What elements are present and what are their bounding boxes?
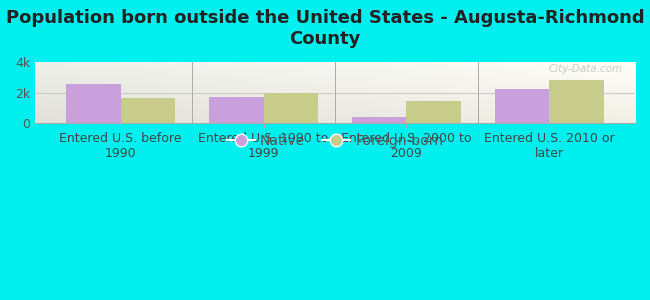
Bar bbox=[209, 97, 263, 123]
Bar bbox=[352, 117, 406, 123]
Bar bbox=[121, 98, 175, 123]
Legend: Native, Foreign-born: Native, Foreign-born bbox=[221, 128, 448, 153]
Text: Population born outside the United States - Augusta-Richmond
County: Population born outside the United State… bbox=[6, 9, 644, 48]
Bar bbox=[406, 101, 461, 123]
Bar bbox=[263, 93, 318, 123]
Bar bbox=[495, 89, 549, 123]
Bar bbox=[66, 84, 121, 123]
Text: City-Data.com: City-Data.com bbox=[549, 64, 623, 74]
Bar bbox=[549, 80, 604, 123]
